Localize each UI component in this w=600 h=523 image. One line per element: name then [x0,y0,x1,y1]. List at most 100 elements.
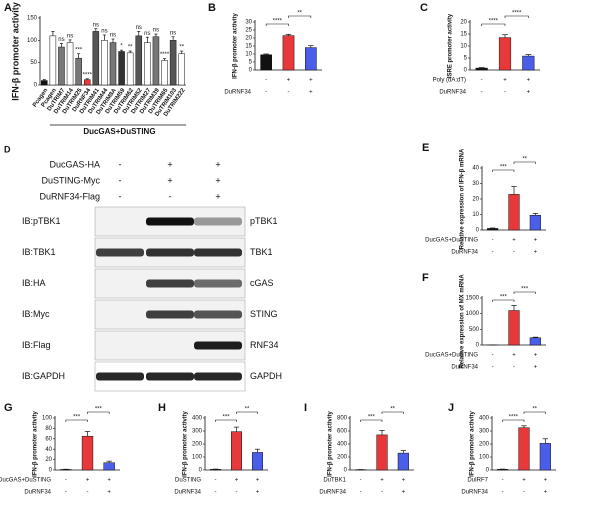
condition-label: DucGAS+DuSTING [425,353,478,359]
y-tick-label: 20 [245,36,252,42]
condition-sign: - [492,353,494,359]
condition-sign: + [534,238,538,244]
significance-label: ns [58,37,64,43]
y-tick-label: 100 [42,416,53,422]
band [146,217,194,226]
bar [397,452,409,471]
condition-sign: - [215,478,217,484]
antibody-label: IB:GAPDH [22,371,65,381]
treatment-sign: - [119,175,122,185]
bar [522,55,535,71]
y-axis-label: Relative expression of IFN-β mRNA [460,148,466,249]
bar [518,427,530,471]
treatment-label: DucGAS-HA [49,159,100,169]
y-tick-label: 200 [192,442,203,448]
y-tick-label: 5 [464,56,468,62]
y-tick-label: 300 [192,429,203,435]
y-axis-label: Relative expression of MX mRNA [460,274,466,369]
band [194,372,242,381]
y-tick-label: 60 [45,436,52,442]
band [194,279,242,288]
protein-label: cGAS [250,278,274,288]
treatment-sign: + [215,191,220,201]
condition-sign: - [502,478,504,484]
bracket-label: ** [297,11,302,17]
y-tick-label: 100 [192,455,203,461]
significance-label: ns [170,30,176,36]
bracket-label: *** [500,165,508,171]
bracket [65,419,88,422]
protein-label: TBK1 [250,247,273,257]
bracket [523,411,546,414]
y-axis-label: IFN-β promoter activity [470,411,476,477]
significance-label: ns [110,33,116,39]
y-tick-label: 1000 [466,311,480,317]
bracket-label: ** [245,407,250,413]
bracket-label: ** [532,407,537,413]
y-tick-label: 0 [199,468,203,474]
band [146,372,194,381]
bar [487,228,499,231]
significance-label: **** [160,52,170,58]
y-tick-label: 30 [472,181,479,187]
bar [508,310,520,346]
bracket [513,161,536,164]
y-axis-label: IFN-β promoter activity [233,13,239,79]
panel-letter: A [4,2,12,14]
condition-sign: - [87,490,89,496]
panel-letter: I [304,402,307,414]
y-tick-label: 400 [337,442,348,448]
bar [305,47,317,71]
condition-label: DuSTING [175,478,201,484]
y-tick-label: 200 [337,455,348,461]
condition-label: DuRNF34 [224,90,251,96]
condition-sign: - [492,365,494,371]
y-tick-label: 400 [192,416,203,422]
treatment-sign: + [215,159,220,169]
significance-label: ns [101,29,107,35]
condition-sign: + [527,90,531,96]
condition-label: DuRNF34 [24,490,51,496]
band [146,310,194,319]
y-tick-label: 10 [460,44,467,50]
bracket [215,419,237,422]
y-tick-label: 20 [45,457,52,463]
condition-sign: - [523,490,525,496]
condition-sign: + [544,490,548,496]
bracket-label: **** [273,19,283,25]
condition-sign: - [360,478,362,484]
bracket [502,419,525,422]
treatment-sign: + [167,159,172,169]
treatment-label: DuSTING-Myc [42,175,101,185]
bracket [492,299,515,302]
condition-sign: - [265,90,267,96]
y-tick-label: 80 [45,426,52,432]
condition-sign: + [512,353,516,359]
panel-letter: C [420,2,428,14]
bracket [513,291,536,294]
band [194,248,242,257]
band [194,341,242,350]
y-tick-label: 10 [245,52,252,58]
bar [92,31,100,86]
condition-sign: + [309,90,313,96]
bracket [265,23,289,26]
bar [103,462,115,471]
group-label: DucGAS+DuSTING [83,127,155,136]
treatment-sign: + [215,175,220,185]
significance-label: ns [144,31,150,37]
condition-sign: + [402,490,406,496]
bar [118,51,125,86]
condition-sign: + [522,478,526,484]
band [96,372,144,381]
y-tick-label: 300 [479,429,490,435]
condition-label: DuRNF34 [439,90,466,96]
condition-sign: + [503,78,507,84]
condition-sign: + [287,78,291,84]
bracket-label: *** [368,415,376,421]
bracket [492,169,515,172]
bracket [481,23,506,26]
bracket-label: *** [222,415,230,421]
panel-letter: D [4,144,11,154]
